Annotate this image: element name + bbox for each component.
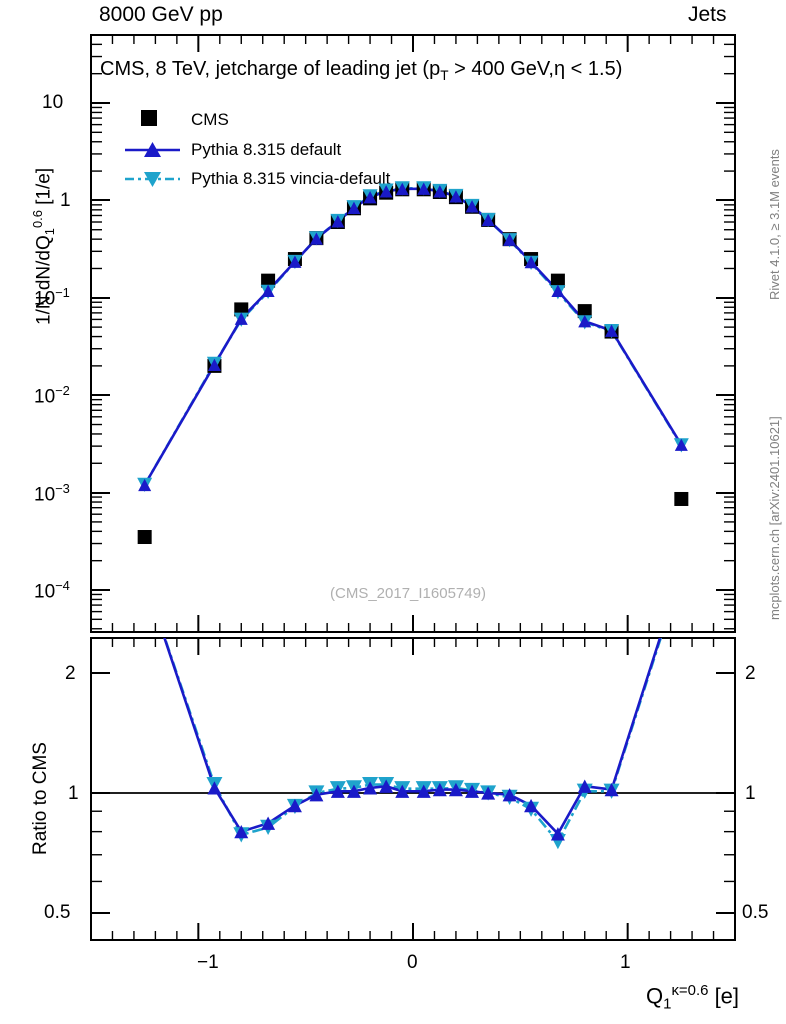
data-marker-up-triangle — [234, 312, 248, 325]
ratio-line-pythia-default — [163, 638, 662, 836]
main-ytick-1e-2: 10−2 — [34, 383, 70, 408]
x-axis-label: Q1κ=0.6 [e] — [646, 982, 740, 1013]
ratio-data-layer — [163, 638, 663, 850]
data-marker-up-triangle — [288, 255, 302, 268]
legend-marker-down-triangle — [144, 172, 161, 187]
data-marker-up-triangle — [287, 798, 302, 813]
data-marker-up-triangle — [309, 788, 324, 802]
legend-marker-up-triangle — [144, 142, 161, 157]
data-marker-up-triangle — [449, 190, 463, 203]
data-marker-up-triangle — [448, 782, 463, 797]
data-marker-up-triangle — [578, 315, 592, 328]
data-marker-up-triangle — [331, 215, 345, 228]
data-marker-up-triangle — [363, 781, 378, 795]
main-ytick-1e-1: 10−1 — [34, 285, 70, 310]
ratio-ytick-1-right: 1 — [745, 783, 756, 804]
data-marker-up-triangle — [524, 798, 539, 813]
main-ytick-1e-4: 10−4 — [34, 578, 70, 603]
data-marker-square — [261, 273, 276, 288]
data-marker-up-triangle — [481, 213, 495, 227]
main-markers-cms — [137, 182, 689, 545]
data-marker-square — [674, 491, 689, 506]
ratio-ytick-05-right: 0.5 — [742, 902, 769, 923]
data-marker-up-triangle — [674, 438, 688, 451]
data-marker-up-triangle — [234, 824, 249, 839]
header-left-label: 8000 GeV pp — [99, 3, 223, 26]
main-line-pythia-default — [143, 187, 683, 486]
data-marker-up-triangle — [577, 779, 592, 793]
data-marker-up-triangle — [503, 233, 517, 246]
data-marker-square — [137, 530, 152, 545]
data-marker-up-triangle — [481, 786, 496, 800]
data-marker-up-triangle — [379, 779, 394, 793]
main-line-pythia-vincia — [143, 187, 683, 486]
main-y-minor-ticks — [91, 43, 735, 630]
ratio-markers-pythia-default — [207, 779, 619, 841]
data-marker-square — [577, 304, 592, 319]
main-data-layer — [137, 181, 689, 545]
data-marker-square — [550, 273, 565, 288]
main-x-ticks — [90, 35, 736, 632]
main-ytick-10: 10 — [42, 92, 64, 113]
legend-glyphs — [125, 110, 180, 187]
data-marker-up-triangle — [346, 784, 361, 798]
header-right-label: Jets — [688, 3, 727, 26]
data-marker-up-triangle — [432, 782, 447, 797]
data-marker-up-triangle — [417, 182, 431, 195]
main-y-ticks — [91, 102, 735, 591]
data-marker-up-triangle — [261, 284, 275, 297]
main-ytick-1: 1 — [60, 190, 71, 211]
data-marker-up-triangle — [207, 781, 222, 795]
ratio-ytick-2-right: 2 — [745, 663, 756, 684]
data-marker-up-triangle — [207, 358, 221, 372]
legend-label-cms: CMS — [191, 110, 229, 129]
data-marker-up-triangle — [551, 284, 565, 297]
data-marker-up-triangle — [550, 827, 565, 841]
ratio-y-minor-ticks — [91, 672, 735, 914]
legend-label-pythia-vincia: Pythia 8.315 vincia-default — [191, 169, 391, 188]
data-marker-up-triangle — [605, 324, 619, 337]
data-marker-up-triangle — [395, 784, 410, 798]
analysis-watermark: (CMS_2017_I1605749) — [330, 585, 486, 602]
data-marker-up-triangle — [433, 185, 447, 198]
ratio-ytick-05-left: 0.5 — [44, 902, 71, 923]
data-marker-up-triangle — [524, 255, 538, 269]
ratio-panel-frame — [90, 637, 736, 941]
data-marker-up-triangle — [363, 190, 377, 204]
data-marker-up-triangle — [502, 788, 517, 802]
main-panel-frame — [90, 34, 736, 633]
data-marker-up-triangle — [395, 182, 409, 196]
data-marker-up-triangle — [604, 782, 619, 797]
data-marker-up-triangle — [379, 185, 393, 198]
data-marker-up-triangle — [465, 784, 480, 798]
data-marker-up-triangle — [416, 784, 431, 798]
data-marker-up-triangle — [347, 201, 361, 214]
legend-marker-cms-square — [141, 110, 157, 126]
ratio-line-pythia-vincia — [163, 638, 663, 845]
xtick-0: 0 — [407, 952, 418, 973]
plot-title: CMS, 8 TeV, jetcharge of leading jet (pT… — [100, 58, 623, 83]
xtick-1: 1 — [620, 952, 631, 973]
legend-label-pythia-default: Pythia 8.315 default — [191, 140, 342, 159]
xtick-minus1: −1 — [197, 952, 219, 973]
data-marker-up-triangle — [330, 784, 345, 798]
data-marker-up-triangle — [261, 816, 276, 830]
data-marker-up-triangle — [138, 478, 152, 492]
main-ytick-1e-3: 10−3 — [34, 481, 70, 506]
ratio-ytick-2-left: 2 — [65, 663, 76, 684]
main-markers-pythia-default — [138, 182, 688, 492]
ratio-ytick-1-left: 1 — [68, 783, 79, 804]
data-marker-up-triangle — [309, 232, 323, 245]
data-marker-up-triangle — [465, 200, 479, 213]
ratio-x-ticks — [90, 638, 736, 940]
